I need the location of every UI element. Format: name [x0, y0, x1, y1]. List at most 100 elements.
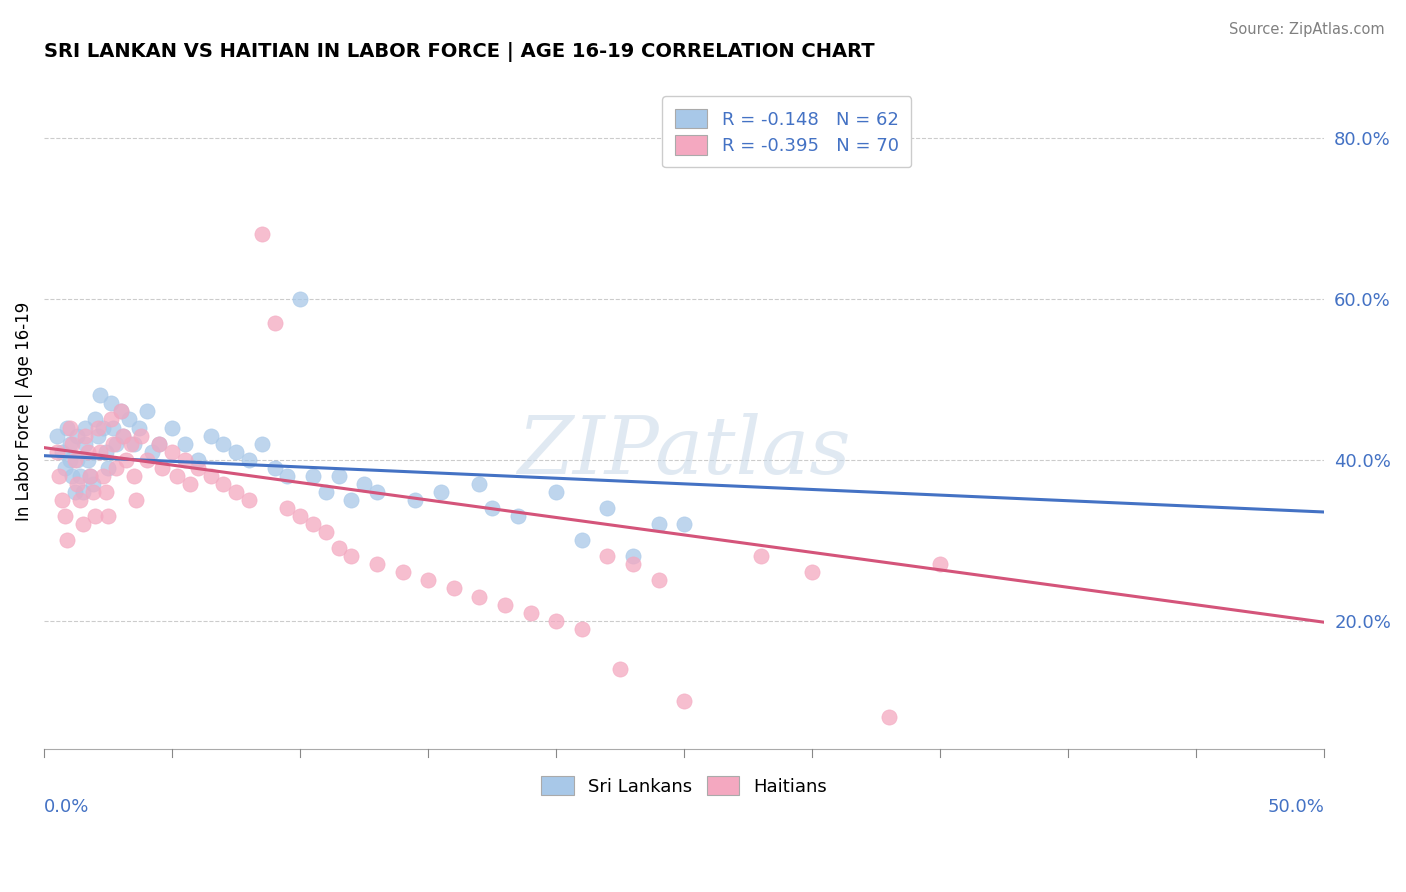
- Text: 50.0%: 50.0%: [1268, 798, 1324, 816]
- Point: [69, 492, 91, 507]
- Point: [225, 484, 247, 499]
- Point: [468, 476, 491, 491]
- Point: [609, 662, 631, 676]
- Point: [56, 420, 79, 434]
- Point: [82, 484, 104, 499]
- Point: [100, 412, 122, 426]
- Point: [187, 452, 209, 467]
- Point: [443, 582, 465, 596]
- Point: [494, 598, 516, 612]
- Point: [60, 436, 83, 450]
- Point: [148, 436, 170, 450]
- Point: [519, 606, 541, 620]
- Point: [120, 436, 142, 450]
- Point: [302, 517, 325, 532]
- Point: [166, 468, 188, 483]
- Point: [621, 549, 644, 564]
- Point: [75, 428, 97, 442]
- Point: [63, 484, 86, 499]
- Point: [53, 509, 76, 524]
- Point: [801, 566, 824, 580]
- Point: [174, 436, 197, 450]
- Point: [749, 549, 772, 564]
- Point: [117, 412, 139, 426]
- Point: [69, 468, 91, 483]
- Point: [63, 452, 86, 467]
- Legend: Sri Lankans, Haitians: Sri Lankans, Haitians: [531, 766, 837, 805]
- Point: [53, 460, 76, 475]
- Point: [288, 509, 311, 524]
- Point: [673, 694, 696, 708]
- Point: [75, 436, 97, 450]
- Point: [596, 500, 619, 515]
- Point: [546, 484, 568, 499]
- Point: [481, 500, 503, 515]
- Point: [340, 549, 363, 564]
- Point: [673, 517, 696, 532]
- Point: [125, 492, 148, 507]
- Point: [353, 476, 375, 491]
- Point: [404, 492, 426, 507]
- Point: [135, 404, 157, 418]
- Point: [94, 484, 117, 499]
- Point: [150, 460, 173, 475]
- Point: [84, 412, 107, 426]
- Point: [200, 468, 222, 483]
- Point: [647, 517, 669, 532]
- Point: [91, 468, 114, 483]
- Point: [94, 444, 117, 458]
- Point: [187, 460, 209, 475]
- Point: [122, 436, 145, 450]
- Point: [100, 396, 122, 410]
- Point: [135, 452, 157, 467]
- Point: [276, 500, 298, 515]
- Point: [97, 509, 120, 524]
- Text: 0.0%: 0.0%: [44, 798, 90, 816]
- Point: [238, 492, 260, 507]
- Point: [104, 436, 127, 450]
- Point: [212, 476, 235, 491]
- Point: [97, 460, 120, 475]
- Point: [87, 420, 110, 434]
- Point: [929, 558, 952, 572]
- Point: [79, 468, 101, 483]
- Point: [366, 558, 388, 572]
- Point: [84, 509, 107, 524]
- Point: [621, 558, 644, 572]
- Point: [72, 484, 94, 499]
- Point: [468, 590, 491, 604]
- Point: [48, 468, 70, 483]
- Point: [328, 468, 350, 483]
- Point: [141, 444, 163, 458]
- Point: [276, 468, 298, 483]
- Text: Source: ZipAtlas.com: Source: ZipAtlas.com: [1229, 22, 1385, 37]
- Point: [366, 484, 388, 499]
- Point: [238, 452, 260, 467]
- Point: [112, 428, 135, 442]
- Point: [250, 227, 273, 242]
- Point: [571, 533, 593, 548]
- Point: [546, 614, 568, 628]
- Point: [647, 574, 669, 588]
- Point: [51, 444, 73, 458]
- Point: [60, 468, 83, 483]
- Point: [263, 460, 285, 475]
- Point: [89, 444, 111, 458]
- Point: [59, 452, 82, 467]
- Point: [89, 388, 111, 402]
- Point: [877, 710, 900, 724]
- Point: [79, 468, 101, 483]
- Point: [148, 436, 170, 450]
- Point: [225, 444, 247, 458]
- Point: [128, 420, 150, 434]
- Point: [66, 476, 89, 491]
- Point: [263, 316, 285, 330]
- Point: [103, 436, 125, 450]
- Point: [87, 428, 110, 442]
- Point: [776, 122, 799, 136]
- Point: [571, 622, 593, 636]
- Point: [506, 509, 529, 524]
- Point: [160, 420, 183, 434]
- Point: [103, 420, 125, 434]
- Point: [75, 420, 97, 434]
